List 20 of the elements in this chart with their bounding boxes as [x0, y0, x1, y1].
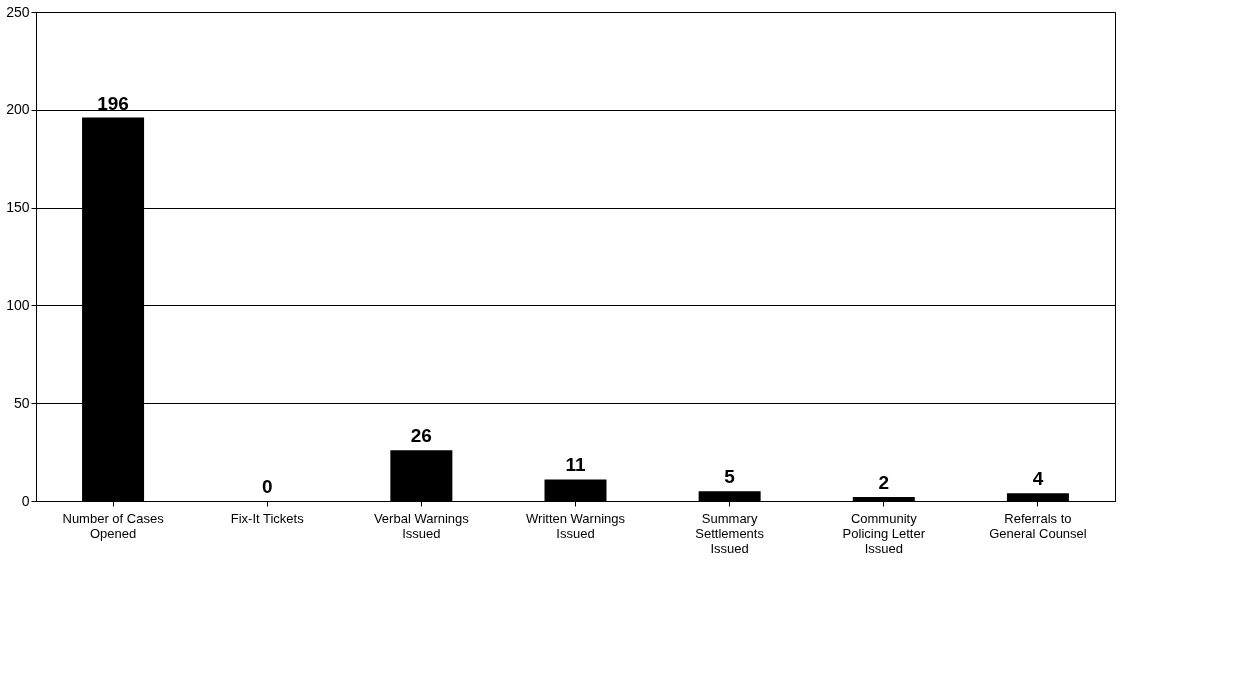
y-tick-label: 0 — [21, 492, 30, 509]
data-label: 26 — [410, 425, 432, 447]
data-label: 4 — [1032, 468, 1044, 490]
x-tick-label: Community Policing Letter Issued — [842, 510, 926, 556]
x-tick-label: Referrals to General Counsel — [989, 510, 1087, 541]
x-tick-label: Written Warnings Issued — [526, 510, 626, 541]
data-label: 2 — [878, 472, 890, 494]
y-tick-label: 250 — [6, 3, 30, 20]
x-tick-label: Verbal Warnings Issued — [373, 510, 470, 541]
y-tick-label: 100 — [6, 296, 30, 313]
x-tick-label: Summary Settlements Issued — [695, 510, 765, 556]
x-tick-label: Fix-It Tickets — [230, 510, 305, 526]
data-label: 196 — [97, 92, 129, 114]
y-tick-label: 200 — [6, 101, 30, 118]
y-tick-label: 50 — [13, 394, 30, 411]
data-label: 11 — [565, 454, 586, 476]
y-tick-label: 150 — [6, 199, 30, 216]
data-label: 5 — [724, 466, 736, 488]
data-label: 0 — [261, 476, 273, 497]
x-tick-label: Number of Cases Opened — [62, 510, 165, 541]
